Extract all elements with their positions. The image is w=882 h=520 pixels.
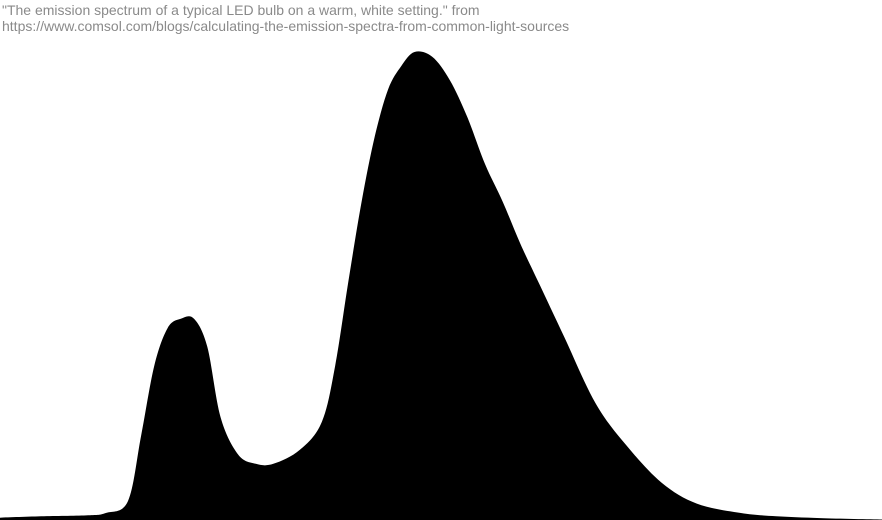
source-caption: "The emission spectrum of a typical LED … [2,2,569,34]
caption-line-1: "The emission spectrum of a typical LED … [2,2,480,18]
spectrum-area [0,51,882,520]
caption-line-2: https://www.comsol.com/blogs/calculating… [2,18,570,34]
